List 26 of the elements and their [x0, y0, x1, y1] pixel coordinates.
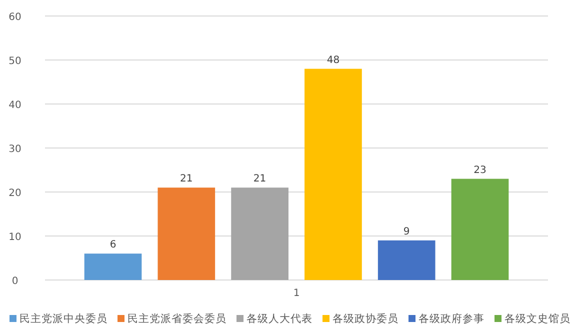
y-tick-label: 60	[8, 12, 22, 23]
bar	[158, 188, 216, 280]
data-label: 23	[474, 164, 486, 176]
y-tick-label: 40	[8, 100, 22, 111]
data-label: 21	[253, 174, 266, 185]
y-tick-label: 50	[8, 56, 22, 67]
legend-label: 民主党派省委会委员	[128, 312, 226, 325]
bar	[451, 178, 509, 280]
x-tick-label: 1	[293, 288, 300, 299]
bar	[378, 240, 436, 280]
y-tick-label: 10	[8, 232, 22, 243]
bar	[231, 188, 288, 280]
legend-label: 民主党派中央委员	[20, 312, 108, 325]
y-tick-label: 0	[12, 276, 18, 287]
data-label: 6	[110, 240, 116, 251]
data-label: 9	[403, 226, 410, 238]
bar	[84, 254, 142, 280]
bar	[304, 68, 362, 280]
legend-label: 各级文史馆员	[504, 312, 570, 325]
legend-label: 各级政府参事	[418, 312, 484, 325]
data-label: 48	[326, 54, 340, 66]
legend-label: 各级人大代表	[246, 312, 312, 325]
y-tick-label: 20	[8, 188, 22, 199]
legend-label: 各级政协委员	[332, 312, 398, 325]
y-tick-label: 30	[8, 144, 22, 155]
data-label: 21	[180, 174, 193, 185]
